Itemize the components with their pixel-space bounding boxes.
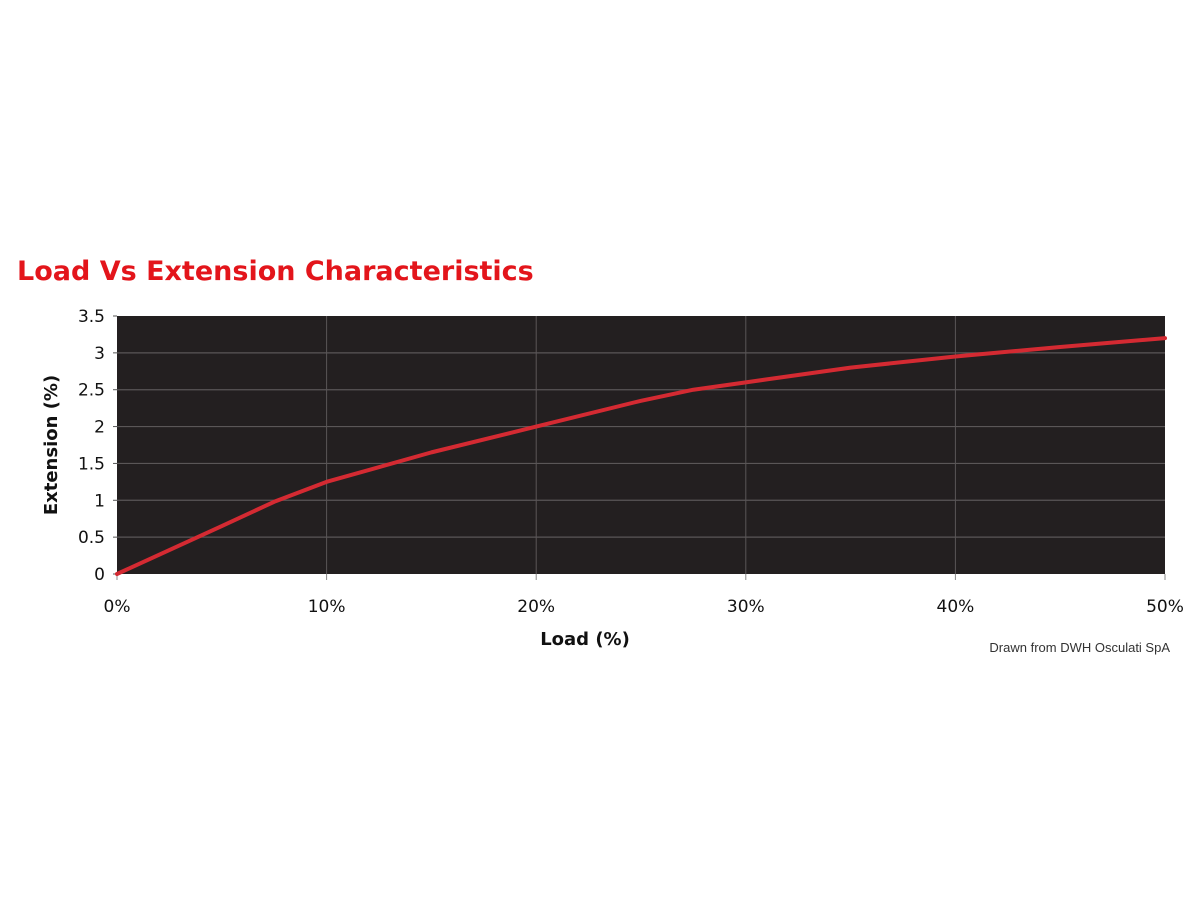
- x-tick-label: 30%: [727, 597, 765, 617]
- y-tick-label: 1.5: [78, 454, 105, 474]
- source-credit: Drawn from DWH Osculati SpA: [989, 640, 1170, 655]
- y-tick-label: 0.5: [78, 528, 105, 548]
- y-tick-label: 0: [94, 565, 105, 585]
- x-tick-label: 10%: [308, 597, 346, 617]
- y-tick-label: 2: [94, 418, 105, 438]
- x-tick-label: 0%: [104, 597, 131, 617]
- y-tick-label: 3: [94, 344, 105, 364]
- y-tick-label: 3.5: [78, 307, 105, 327]
- x-tick-label: 50%: [1146, 597, 1184, 617]
- x-axis-label: Load (%): [540, 629, 630, 650]
- y-tick-label: 1: [94, 491, 105, 511]
- chart-title: Load Vs Extension Characteristics: [17, 256, 534, 287]
- y-tick-label: 2.5: [78, 381, 105, 401]
- x-tick-label: 40%: [937, 597, 975, 617]
- y-axis-label: Extension (%): [41, 375, 62, 515]
- plot-area: [117, 316, 1165, 574]
- x-tick-label: 20%: [517, 597, 555, 617]
